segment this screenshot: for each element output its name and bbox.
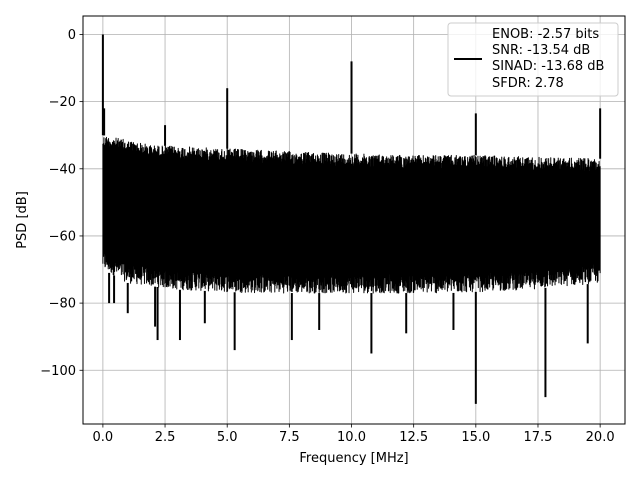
psd-trace [102,136,601,294]
y-axis-label: PSD [dB] [15,191,30,249]
x-tick-label: 2.5 [155,430,176,445]
x-tick-label: 5.0 [217,430,238,445]
x-tick-label: 0.0 [93,430,114,445]
x-axis-label: Frequency [MHz] [299,451,408,466]
y-axis-ticks: 0 −20 −40 −60 −80 −100 [40,28,83,379]
y-tick-label: −20 [49,95,76,110]
legend-entry-enob: ENOB: -2.57 bits [492,27,599,42]
x-tick-label: 17.5 [524,430,553,445]
y-tick-label: −100 [40,364,76,379]
plot-area [101,34,602,404]
y-tick-label: −40 [49,162,76,177]
y-tick-label: 0 [68,28,76,43]
legend-entry-sinad: SINAD: -13.68 dB [492,59,604,74]
x-tick-label: 7.5 [279,430,300,445]
legend: ENOB: -2.57 bits SNR: -13.54 dB SINAD: -… [447,22,619,97]
y-tick-label: −80 [49,297,76,312]
y-tick-label: −60 [49,229,76,244]
x-tick-label: 12.5 [399,430,428,445]
x-axis-ticks: 0.0 2.5 5.0 7.5 10.0 12.5 15.0 17.5 20.0 [93,424,615,445]
legend-entry-snr: SNR: -13.54 dB [492,43,590,58]
legend-box [447,22,619,97]
x-tick-label: 20.0 [586,430,615,445]
x-tick-label: 15.0 [461,430,490,445]
legend-entry-sfdr: SFDR: 2.78 [492,76,564,91]
axes-frame [82,15,626,425]
x-tick-label: 10.0 [337,430,366,445]
